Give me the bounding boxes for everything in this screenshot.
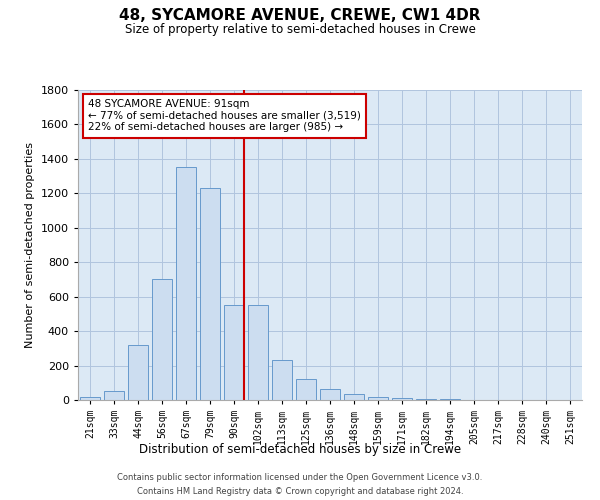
Bar [392,398,412,400]
Text: Size of property relative to semi-detached houses in Crewe: Size of property relative to semi-detach… [125,22,475,36]
Bar [152,280,172,400]
Text: Contains public sector information licensed under the Open Government Licence v3: Contains public sector information licen… [118,472,482,482]
Text: Contains HM Land Registry data © Crown copyright and database right 2024.: Contains HM Land Registry data © Crown c… [137,488,463,496]
Text: 48 SYCAMORE AVENUE: 91sqm
← 77% of semi-detached houses are smaller (3,519)
22% : 48 SYCAMORE AVENUE: 91sqm ← 77% of semi-… [88,100,361,132]
Bar [416,399,436,400]
Bar [296,380,316,400]
Bar [320,389,340,400]
Text: Distribution of semi-detached houses by size in Crewe: Distribution of semi-detached houses by … [139,442,461,456]
Bar [80,396,100,400]
Bar [224,306,244,400]
Bar [368,396,388,400]
Bar [200,188,220,400]
Text: 48, SYCAMORE AVENUE, CREWE, CW1 4DR: 48, SYCAMORE AVENUE, CREWE, CW1 4DR [119,8,481,22]
Bar [176,168,196,400]
Bar [104,392,124,400]
Bar [128,345,148,400]
Y-axis label: Number of semi-detached properties: Number of semi-detached properties [25,142,35,348]
Bar [272,360,292,400]
Bar [344,394,364,400]
Bar [248,306,268,400]
